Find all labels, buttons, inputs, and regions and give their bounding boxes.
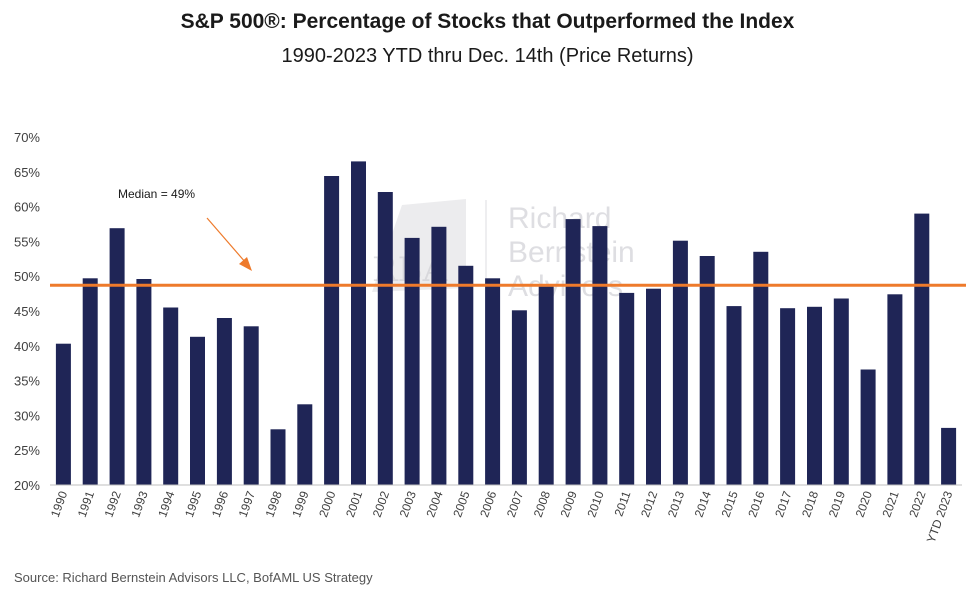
bar (404, 237, 420, 485)
median-line-group: Median = 49% (50, 187, 966, 287)
x-tick-label: 2018 (799, 489, 821, 519)
y-axis: 20% 25% 30% 35% 40% 45% 50% 55% 60% 65% 70% (14, 130, 40, 493)
bar (458, 265, 474, 485)
bar (190, 336, 205, 485)
bar (243, 326, 259, 485)
x-tick-label: 2001 (343, 489, 365, 519)
x-tick-label: 1992 (102, 489, 124, 519)
bar (109, 228, 125, 485)
x-tick-label: 2013 (665, 489, 687, 519)
x-tick-label: 2009 (558, 489, 580, 519)
x-tick-label: 1994 (155, 489, 177, 519)
x-tick-label: 1998 (263, 489, 285, 519)
bar (726, 306, 742, 485)
bar (324, 176, 340, 485)
bar (136, 279, 152, 485)
y-tick-label: 65% (14, 165, 40, 180)
x-tick-label: 2016 (745, 489, 767, 519)
x-tick-label: 2012 (638, 489, 660, 519)
bar (377, 192, 393, 485)
y-tick-label: 50% (14, 269, 40, 284)
source-note: Source: Richard Bernstein Advisors LLC, … (14, 570, 373, 585)
x-tick-label: 2015 (719, 489, 741, 519)
bar (216, 318, 232, 485)
x-tick-label: 2006 (477, 489, 499, 519)
bar (914, 213, 930, 485)
x-tick-label: 2008 (531, 489, 553, 519)
y-tick-label: 55% (14, 234, 40, 249)
x-tick-label: 1996 (209, 489, 231, 519)
bar (82, 278, 98, 485)
y-tick-label: 60% (14, 200, 40, 215)
bar (941, 427, 957, 485)
x-tick-label: 2011 (612, 489, 634, 518)
bar (807, 306, 822, 485)
bar (431, 226, 447, 486)
x-tick-label: 1999 (289, 489, 311, 519)
y-tick-label: 35% (14, 374, 40, 389)
chart-title: S&P 500®: Percentage of Stocks that Outp… (180, 10, 795, 33)
bar (646, 288, 661, 485)
x-tick-label: 2010 (584, 489, 606, 519)
bar (351, 161, 366, 485)
bar (699, 256, 715, 485)
median-arrow (206, 217, 247, 264)
x-tick-label: 2020 (853, 489, 875, 519)
x-tick-label: 1993 (128, 489, 150, 519)
x-tick-label: 2022 (906, 489, 928, 519)
x-tick-label: 1990 (48, 489, 70, 519)
bar (860, 369, 876, 485)
x-tick-label: 2000 (316, 489, 338, 519)
bar (55, 343, 71, 485)
chart-subtitle: 1990-2023 YTD thru Dec. 14th (Price Retu… (281, 45, 694, 67)
bar (565, 219, 581, 485)
y-tick-label: 40% (14, 339, 40, 354)
bar (619, 292, 635, 485)
x-tick-label: 2004 (423, 489, 445, 519)
x-axis: 1990 1991 1992 1993 1994 1995 1996 1997 1998 1999… (48, 484, 962, 545)
bar (887, 294, 903, 485)
bars (55, 161, 957, 486)
bar (163, 307, 179, 485)
y-tick-label: 45% (14, 304, 40, 319)
x-tick-label: 2014 (692, 489, 714, 519)
median-annotation: Median = 49% (118, 187, 195, 201)
y-tick-label: 25% (14, 443, 40, 458)
bar (538, 286, 554, 485)
bar (592, 226, 608, 485)
bar (511, 310, 527, 485)
x-tick-label: 2019 (826, 489, 848, 519)
bar (485, 278, 501, 485)
x-tick-label: 2021 (879, 489, 901, 519)
y-tick-label: 70% (14, 130, 40, 145)
x-tick-label: YTD 2023 (924, 489, 956, 545)
x-tick-label: 2007 (504, 489, 526, 519)
bar (753, 251, 769, 485)
x-tick-label: 1997 (236, 489, 258, 519)
bar (672, 240, 688, 485)
y-tick-label: 20% (14, 478, 40, 493)
bar (780, 308, 796, 485)
y-tick-label: 30% (14, 408, 40, 423)
x-tick-label: 2002 (370, 489, 392, 519)
bar (270, 429, 286, 485)
median-arrow-head (239, 257, 252, 271)
bar (833, 298, 849, 485)
x-tick-label: 1991 (75, 489, 97, 519)
x-tick-label: 2017 (772, 489, 794, 519)
bar (297, 404, 313, 485)
x-tick-label: 2005 (450, 489, 472, 519)
x-tick-label: 2003 (397, 489, 419, 519)
x-tick-label: 1995 (182, 489, 204, 519)
